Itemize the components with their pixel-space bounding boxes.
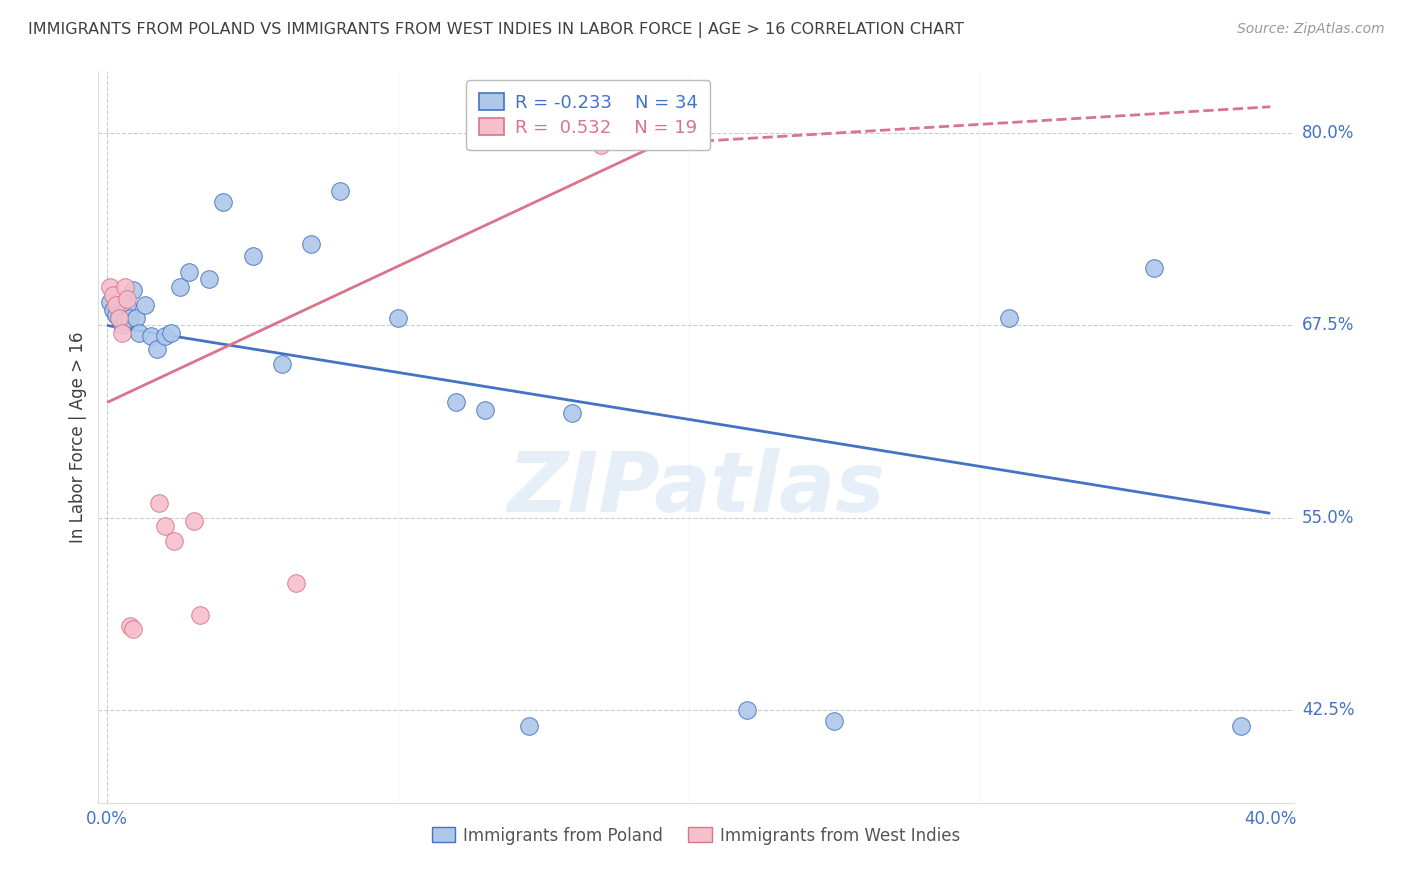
Point xyxy=(561,406,583,420)
Point xyxy=(270,357,292,371)
Point xyxy=(114,280,136,294)
Point xyxy=(183,514,205,528)
Point xyxy=(128,326,150,340)
Point xyxy=(145,342,167,356)
Legend: Immigrants from Poland, Immigrants from West Indies: Immigrants from Poland, Immigrants from … xyxy=(423,818,969,853)
Point xyxy=(111,318,134,333)
Point xyxy=(160,326,183,340)
Point xyxy=(104,308,127,322)
Text: 80.0%: 80.0% xyxy=(1302,124,1354,142)
Point xyxy=(596,126,619,140)
Point xyxy=(735,703,758,717)
Point xyxy=(547,126,569,140)
Text: ZIPatlas: ZIPatlas xyxy=(508,448,884,529)
Point xyxy=(98,280,121,294)
Point xyxy=(177,264,200,278)
Point xyxy=(101,303,124,318)
Point xyxy=(104,298,127,312)
Point xyxy=(997,310,1019,325)
Text: IMMIGRANTS FROM POLAND VS IMMIGRANTS FROM WEST INDIES IN LABOR FORCE | AGE > 16 : IMMIGRANTS FROM POLAND VS IMMIGRANTS FRO… xyxy=(28,22,965,38)
Point xyxy=(198,272,221,286)
Point xyxy=(117,292,139,306)
Y-axis label: In Labor Force | Age > 16: In Labor Force | Age > 16 xyxy=(69,331,87,543)
Text: 55.0%: 55.0% xyxy=(1302,509,1354,527)
Point xyxy=(517,719,540,733)
Point xyxy=(114,314,136,328)
Point xyxy=(212,195,235,210)
Point xyxy=(444,395,467,409)
Point xyxy=(117,298,139,312)
Text: 67.5%: 67.5% xyxy=(1302,317,1354,334)
Point xyxy=(125,310,148,325)
Point xyxy=(111,326,134,340)
Point xyxy=(169,280,191,294)
Point xyxy=(285,575,308,590)
Point xyxy=(122,283,145,297)
Point xyxy=(575,113,598,128)
Point xyxy=(163,534,186,549)
Point xyxy=(120,310,142,325)
Point xyxy=(107,310,129,325)
Point xyxy=(823,714,845,729)
Point xyxy=(188,607,211,622)
Point xyxy=(387,310,409,325)
Point xyxy=(122,622,145,636)
Text: Source: ZipAtlas.com: Source: ZipAtlas.com xyxy=(1237,22,1385,37)
Point xyxy=(139,329,162,343)
Point xyxy=(242,249,264,263)
Point xyxy=(329,185,352,199)
Point xyxy=(1143,261,1166,276)
Point xyxy=(155,329,177,343)
Point xyxy=(155,518,177,533)
Point xyxy=(474,403,496,417)
Point xyxy=(591,138,613,153)
Point xyxy=(120,618,142,632)
Text: 42.5%: 42.5% xyxy=(1302,701,1355,720)
Point xyxy=(134,298,156,312)
Point xyxy=(107,310,129,325)
Point xyxy=(299,236,322,251)
Point xyxy=(1230,719,1253,733)
Point xyxy=(101,287,124,301)
Point xyxy=(148,495,170,509)
Point xyxy=(98,295,121,310)
